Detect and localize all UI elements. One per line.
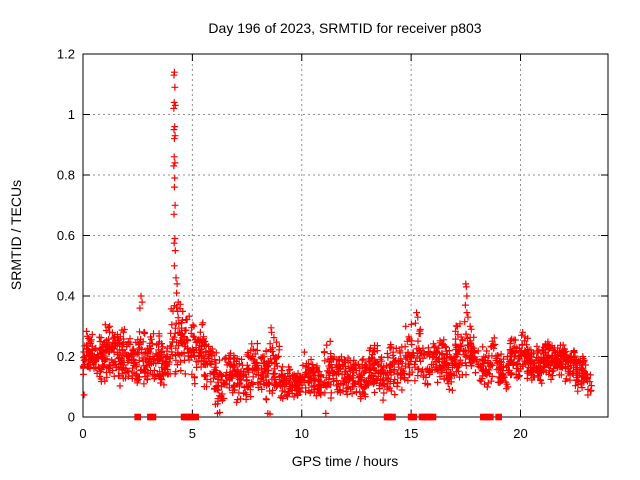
x-tick-label: 20 <box>513 426 527 441</box>
y-tick-label: 1.2 <box>57 47 75 62</box>
flag-square-marker <box>389 413 396 421</box>
flag-square-marker <box>483 413 490 421</box>
flag-square-marker <box>187 413 195 421</box>
flag-square-marker <box>429 413 437 421</box>
flag-square-marker <box>149 413 157 421</box>
y-tick-label: 0.6 <box>57 228 75 243</box>
y-axis-label: SRMTID / TECUs <box>8 180 24 290</box>
flag-square-marker <box>410 413 418 421</box>
y-tick-label: 0 <box>68 410 75 425</box>
x-tick-label: 5 <box>189 426 196 441</box>
chart-title: Day 196 of 2023, SRMTID for receiver p80… <box>208 20 481 36</box>
grid-lines <box>83 54 608 417</box>
flag-square-marker <box>495 413 502 421</box>
x-axis-label: GPS time / hours <box>292 453 399 469</box>
flag-square-marker <box>192 413 199 421</box>
y-tick-label: 0.2 <box>57 349 75 364</box>
flag-square-marker <box>134 413 141 421</box>
x-tick-label: 0 <box>79 426 86 441</box>
data-points <box>79 68 595 418</box>
x-tick-label: 10 <box>295 426 309 441</box>
axis-ticks <box>82 53 608 418</box>
gap-flag-markers <box>134 413 502 421</box>
y-tick-label: 0.8 <box>57 168 75 183</box>
x-tick-label: 15 <box>404 426 418 441</box>
y-tick-labels: 0 0.2 0.4 0.6 0.8 1 1.2 <box>57 47 75 425</box>
flag-square-marker <box>487 413 494 421</box>
y-tick-label: 0.4 <box>57 289 75 304</box>
x-tick-labels: 0 5 10 15 20 <box>79 426 527 441</box>
y-tick-label: 1 <box>68 107 75 122</box>
